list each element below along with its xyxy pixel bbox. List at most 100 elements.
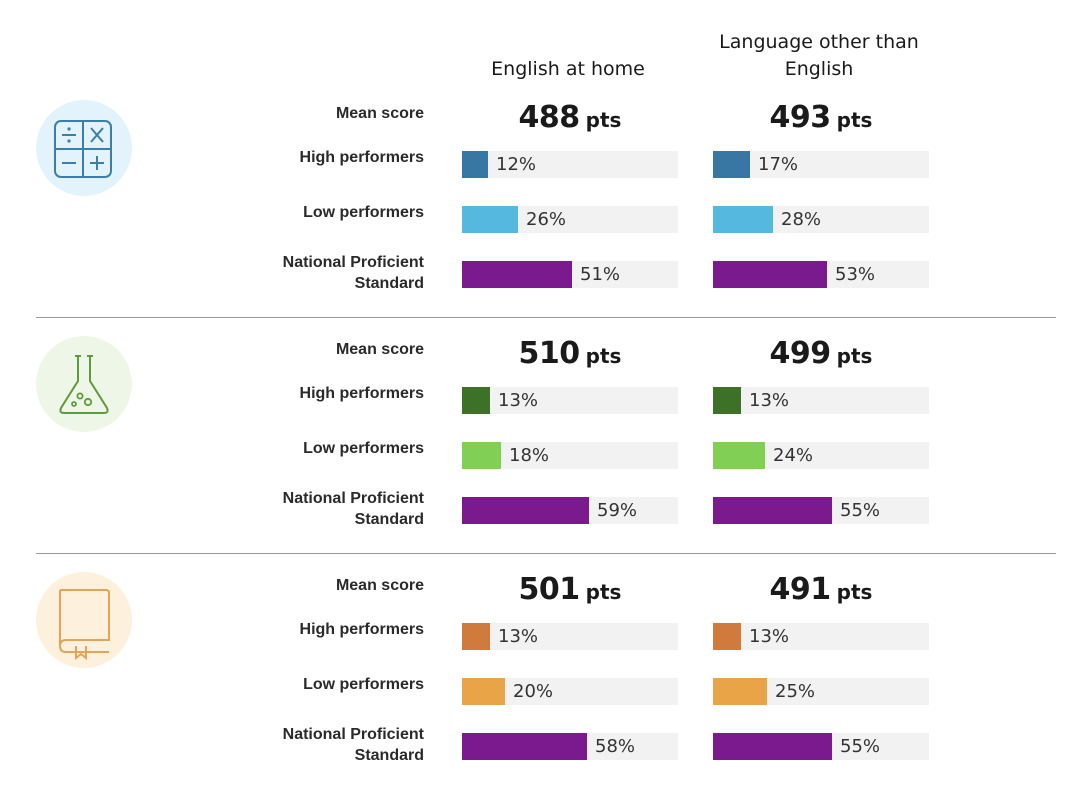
row-label-national-proficient-standard: National Proficient Standard: [283, 252, 424, 294]
bar: [713, 678, 767, 705]
mean-score-number: 493: [769, 100, 832, 135]
bar: [462, 442, 501, 469]
bar-track: 20%: [462, 678, 678, 705]
mean-score-value: 491 pts: [706, 572, 936, 607]
row-label-national-proficient-standard: National Proficient Standard: [283, 488, 424, 530]
bar: [462, 151, 488, 178]
bar-track: 12%: [462, 151, 678, 178]
bar: [462, 623, 490, 650]
column-header-english: English at home: [491, 58, 645, 80]
bar: [713, 733, 832, 760]
row-label-low-performers: Low performers: [303, 204, 424, 221]
subject-section: Mean score High performers Low performers N…: [0, 332, 1080, 572]
calculator-icon: [54, 120, 112, 178]
mean-score-unit: pts: [836, 580, 873, 604]
bar-value-label: 25%: [775, 681, 816, 702]
section-divider: [36, 317, 1056, 318]
bar-track: 13%: [713, 623, 929, 650]
bar: [462, 206, 518, 233]
book-icon: [58, 589, 110, 661]
mean-score-value: 493 pts: [706, 100, 936, 135]
bar-value-label: 58%: [595, 736, 636, 757]
mean-score-number: 488: [518, 100, 581, 135]
mean-score-unit: pts: [585, 108, 622, 132]
subject-icon-circle: [36, 336, 132, 432]
bar-value-label: 28%: [781, 209, 822, 230]
bar: [462, 733, 587, 760]
bar-value-label: 18%: [509, 445, 550, 466]
bar-value-label: 13%: [749, 626, 790, 647]
column-header-other-language: Language other than English: [719, 31, 919, 80]
mean-score-value: 499 pts: [706, 336, 936, 371]
mean-score-unit: pts: [836, 108, 873, 132]
bar-value-label: 12%: [496, 154, 537, 175]
bar-track: 55%: [713, 497, 929, 524]
mean-score-number: 501: [518, 572, 581, 607]
bar-track: 17%: [713, 151, 929, 178]
row-label-high-performers: High performers: [299, 385, 424, 402]
subject-icon-circle: [36, 572, 132, 668]
mean-score-unit: pts: [585, 344, 622, 368]
bar-value-label: 26%: [526, 209, 567, 230]
mean-score-unit: pts: [836, 344, 873, 368]
row-label-line: National Proficient: [282, 490, 424, 507]
mean-score-value: 501 pts: [455, 572, 685, 607]
bar-value-label: 55%: [840, 500, 881, 521]
bar-value-label: 17%: [758, 154, 799, 175]
row-label-high-performers: High performers: [299, 149, 424, 166]
bar-value-label: 59%: [597, 500, 638, 521]
bar-value-label: 13%: [749, 390, 790, 411]
bar-track: 53%: [713, 261, 929, 288]
bar-value-label: 20%: [513, 681, 554, 702]
mean-score-number: 491: [769, 572, 832, 607]
bar: [713, 623, 741, 650]
bar: [713, 497, 832, 524]
row-label-line: National Proficient: [282, 726, 424, 743]
row-label-line: Standard: [354, 275, 424, 292]
bar: [713, 151, 750, 178]
bar-value-label: 55%: [840, 736, 881, 757]
mean-score-number: 499: [769, 336, 832, 371]
bar: [713, 387, 741, 414]
flask-icon: [59, 355, 109, 414]
row-label-mean-score: Mean score: [335, 105, 424, 122]
bar-track: 28%: [713, 206, 929, 233]
subject-section: Mean score High performers Low performers N…: [0, 568, 1080, 808]
bar: [713, 206, 773, 233]
section-divider: [36, 553, 1056, 554]
row-label-mean-score: Mean score: [335, 341, 424, 358]
row-label-low-performers: Low performers: [303, 440, 424, 457]
subject-section: Mean score High performers Low performers N…: [0, 96, 1080, 336]
mean-score-number: 510: [518, 336, 581, 371]
bar: [462, 387, 490, 414]
row-label-line: Standard: [354, 747, 424, 764]
row-label-line: National Proficient: [282, 254, 424, 271]
bar-track: 55%: [713, 733, 929, 760]
bar-value-label: 24%: [773, 445, 814, 466]
row-label-national-proficient-standard: National Proficient Standard: [283, 724, 424, 766]
mean-score-unit: pts: [585, 580, 622, 604]
bar-track: 18%: [462, 442, 678, 469]
bar-value-label: 13%: [498, 626, 539, 647]
row-label-low-performers: Low performers: [303, 676, 424, 693]
row-label-high-performers: High performers: [299, 621, 424, 638]
bar: [462, 497, 589, 524]
bar-value-label: 53%: [835, 264, 876, 285]
bar-track: 13%: [462, 623, 678, 650]
row-label-line: Standard: [354, 511, 424, 528]
row-label-mean-score: Mean score: [335, 577, 424, 594]
bar-value-label: 13%: [498, 390, 539, 411]
bar: [713, 442, 765, 469]
bar: [462, 678, 505, 705]
bar-track: 58%: [462, 733, 678, 760]
bar-track: 13%: [462, 387, 678, 414]
bar-value-label: 51%: [580, 264, 621, 285]
bar-track: 25%: [713, 678, 929, 705]
bar-track: 51%: [462, 261, 678, 288]
bar-track: 59%: [462, 497, 678, 524]
mean-score-value: 510 pts: [455, 336, 685, 371]
mean-score-value: 488 pts: [455, 100, 685, 135]
subject-icon-circle: [36, 100, 132, 196]
bar-track: 13%: [713, 387, 929, 414]
bar-track: 24%: [713, 442, 929, 469]
